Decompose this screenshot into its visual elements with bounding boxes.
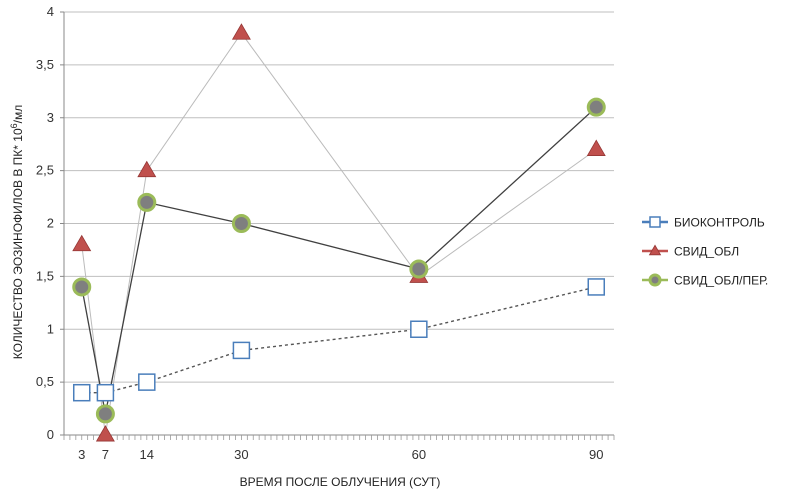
y-tick-label: 3 [47, 110, 54, 125]
x-axis-tick-labels: 3 7 14 30 60 90 [78, 447, 603, 462]
data-point-series1-5 [586, 139, 606, 156]
x-axis-label: ВРЕМЯ ПОСЛЕ ОБЛУЧЕНИЯ (СУТ) [240, 475, 441, 489]
legend-label-0: БИОКОНТРОЛЬ [674, 216, 765, 230]
x-tick-label: 90 [589, 447, 603, 462]
y-tick-label: 2,5 [36, 163, 54, 178]
axes [63, 12, 615, 440]
y-axis-label-superscript: 6 [9, 123, 19, 128]
x-tick-label: 7 [102, 447, 109, 462]
y-tick-label: 1,5 [36, 268, 54, 283]
x-tick-label: 30 [234, 447, 248, 462]
y-axis-label: КОЛИЧЕСТВО ЭОЗИНОФИЛОВ В ПК* 106/мл [9, 105, 25, 359]
horizontal-gridlines [60, 11, 614, 436]
series-markers [72, 23, 606, 442]
y-tick-label: 3,5 [36, 57, 54, 72]
y-tick-label: 4 [47, 4, 54, 19]
data-point-series2-1 [95, 404, 115, 424]
y-tick-label: 0,5 [36, 374, 54, 389]
legend-marker-0 [649, 216, 661, 228]
data-point-series1-0 [72, 234, 92, 252]
data-point-series2-2 [137, 192, 157, 212]
data-point-series0-5 [587, 278, 606, 296]
x-tick-label: 14 [140, 447, 154, 462]
data-point-series1-3 [231, 23, 251, 40]
x-tick-label: 3 [78, 447, 85, 462]
y-tick-label: 0 [47, 427, 54, 442]
data-point-series2-3 [231, 214, 251, 233]
data-point-series1-2 [137, 160, 157, 178]
data-point-series2-0 [72, 277, 92, 297]
data-point-series2-4 [409, 259, 429, 279]
y-axis-label-unit: /мл [11, 105, 25, 124]
series-line-1 [81, 32, 597, 436]
data-point-series0-4 [410, 320, 428, 338]
legend-marker-1 [648, 244, 662, 256]
series-lines [81, 32, 597, 436]
y-axis-tick-labels: 0 0,5 1 1,5 2 2,5 3 3,5 4 [36, 4, 54, 442]
y-axis-label-main: КОЛИЧЕСТВО ЭОЗИНОФИЛОВ В ПК* 10 [11, 128, 25, 359]
legend-label-2: СВИД_ОБЛ/ПЕР. [674, 274, 768, 288]
y-tick-label: 2 [47, 216, 54, 231]
data-point-series0-3 [232, 341, 251, 360]
legend-label-1: СВИД_ОБЛ [674, 245, 739, 259]
legend: БИОКОНТРОЛЬ СВИД_ОБЛ СВИД_ОБЛ/ПЕР. [642, 216, 768, 288]
data-point-series2-5 [586, 97, 606, 117]
data-point-series0-1 [96, 383, 115, 402]
data-point-series1-1 [95, 425, 115, 442]
data-point-series0-0 [72, 383, 91, 402]
series-line-0 [81, 286, 597, 394]
x-tick-label: 60 [412, 447, 426, 462]
data-point-series0-2 [138, 373, 156, 391]
y-tick-label: 1 [47, 321, 54, 336]
legend-marker-2 [648, 273, 662, 287]
